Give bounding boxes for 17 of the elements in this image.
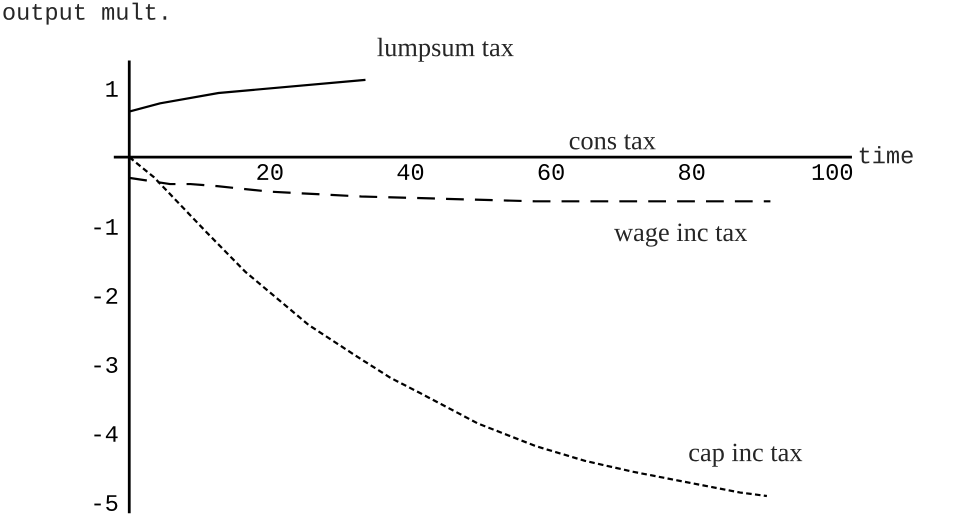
- y-tick-label: -2: [94, 288, 118, 304]
- x-tick-label: 40: [397, 164, 424, 180]
- y-tick-label: -1: [94, 219, 118, 235]
- x-tick-label: 80: [679, 164, 704, 180]
- y-tick-label: -5: [94, 495, 118, 511]
- annotation: wage inc tax: [614, 224, 748, 247]
- y-tick-label: -3: [94, 356, 118, 373]
- annotation: cap inc tax: [689, 444, 802, 467]
- x-axis-title: time: [860, 146, 913, 164]
- x-tick-label: 20: [257, 164, 283, 180]
- x-tick-label: 100: [812, 164, 852, 180]
- x-tick-label: 60: [538, 164, 564, 180]
- y-axis-title: output mult.: [3, 2, 166, 25]
- text: lumpsum tax: [377, 38, 514, 62]
- y-tick-label: -4: [94, 426, 118, 442]
- y-tick-label: 1: [106, 81, 118, 97]
- annotation: cons tax: [570, 134, 656, 150]
